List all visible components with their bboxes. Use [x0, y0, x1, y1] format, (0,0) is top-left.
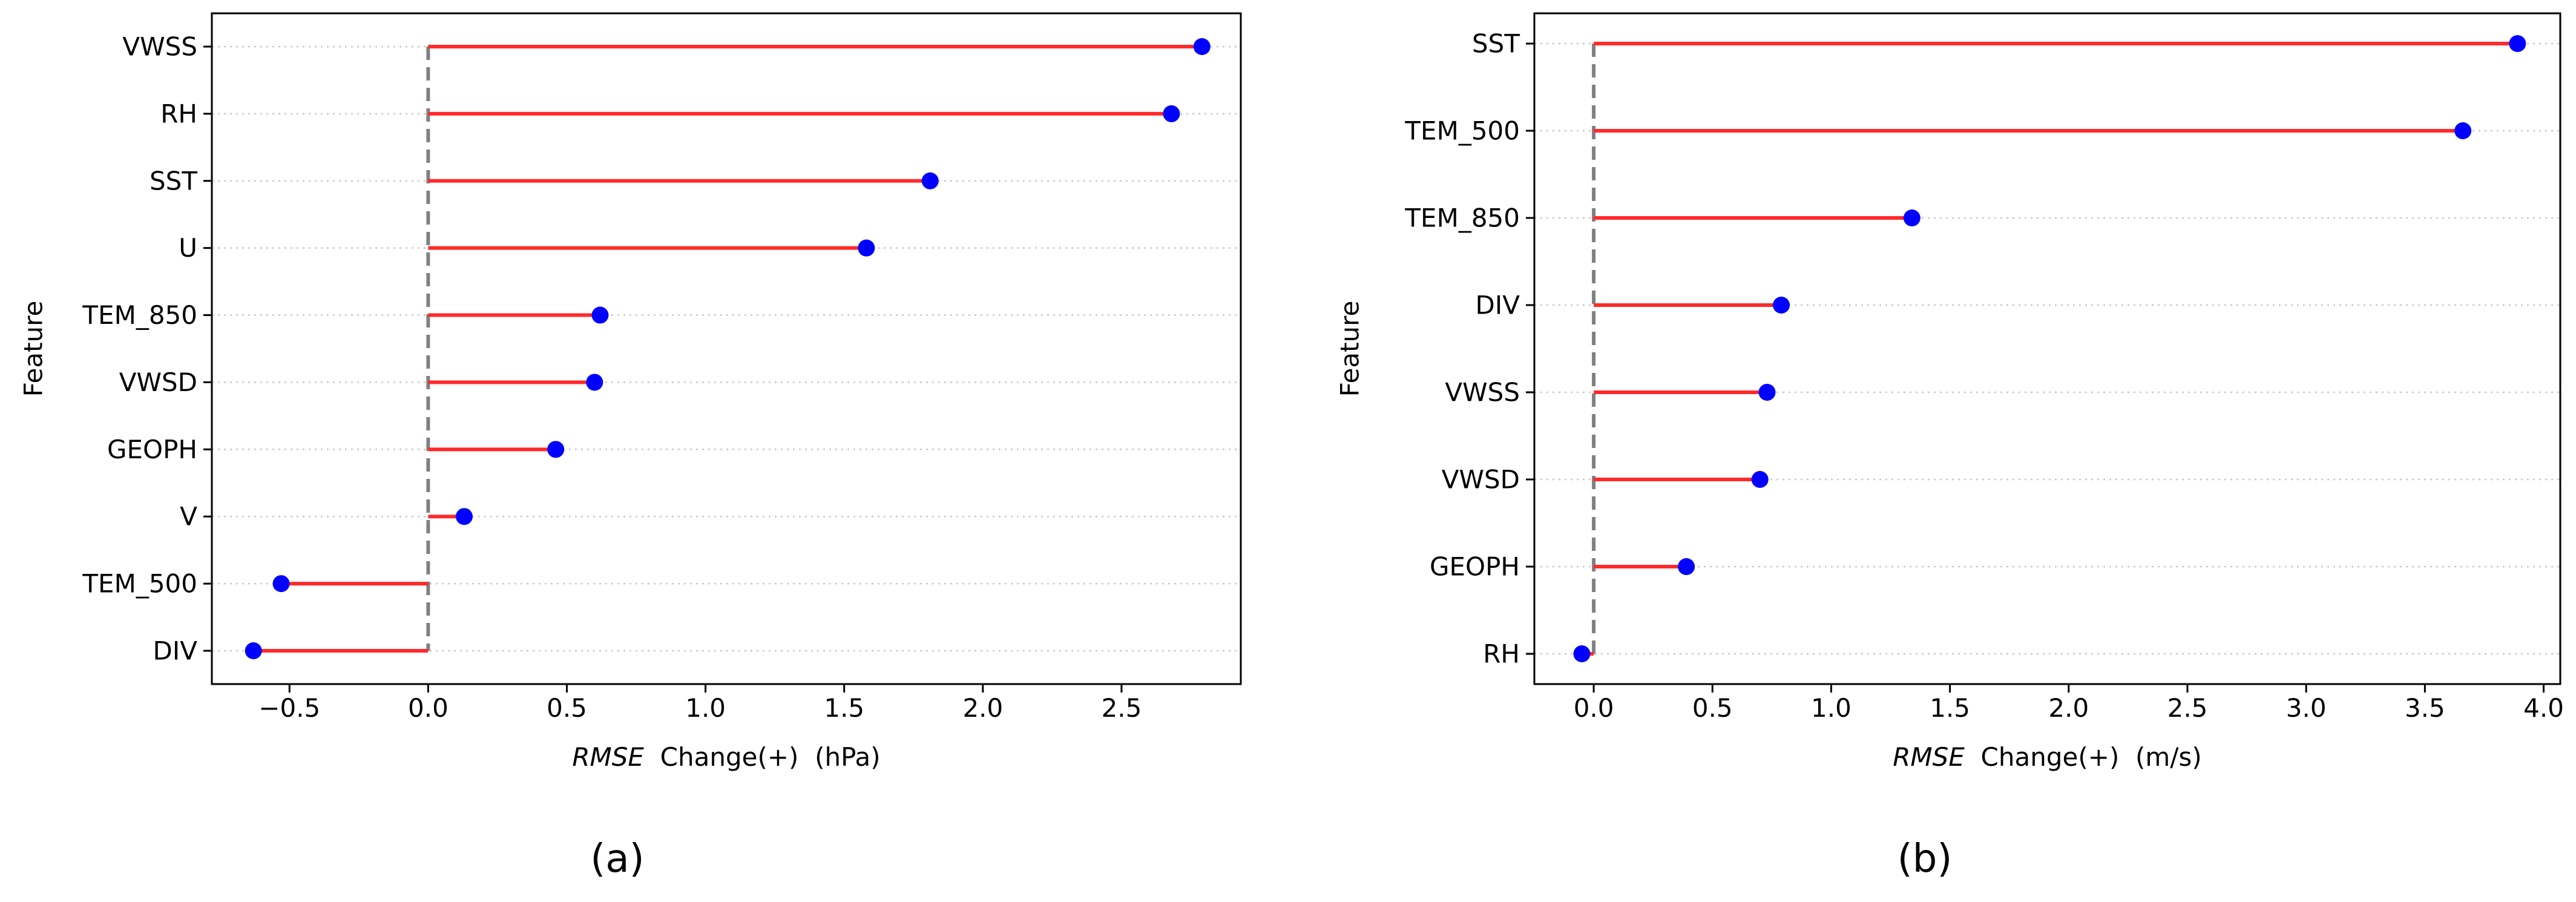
x-tick-label: −0.5: [258, 693, 320, 723]
panel-a-chart: VWSS RH SST U TEM_850 VWSD GEOPH V TEM_500 DIV −0.…: [19, 12, 1242, 881]
y-tick-label: VWSS: [1445, 378, 1520, 407]
marker-u: [858, 239, 875, 257]
marker-tem_850: [591, 306, 609, 324]
x-axis-label-rest: Change(+) (hPa): [644, 742, 881, 772]
marker-geoph: [1678, 558, 1695, 575]
y-tick-label: SST: [150, 166, 197, 196]
x-tick-label: 3.5: [2405, 693, 2445, 723]
x-tick-label: 0.5: [1692, 693, 1733, 723]
y-tick-label: RH: [160, 99, 197, 128]
y-tick-label: VWSD: [1442, 465, 1520, 495]
marker-vwss: [1758, 384, 1776, 401]
y-tick-label: TEM_500: [82, 569, 197, 599]
y-tick-label: RH: [1483, 639, 1520, 669]
marker-vwsd: [586, 374, 603, 391]
marker-geoph: [547, 441, 565, 458]
marker-v: [455, 508, 473, 525]
marker-rh: [1163, 105, 1180, 122]
x-tick-label: 2.5: [2167, 693, 2208, 723]
marker-tem_850: [1903, 209, 1920, 226]
y-tick-label: GEOPH: [107, 435, 197, 464]
x-tick-label: 0.0: [408, 693, 448, 723]
x-tick-label: 0.5: [547, 693, 587, 723]
x-tick-label: 4.0: [2523, 693, 2564, 723]
x-axis-label: RMSE Change(+) (hPa): [572, 742, 880, 772]
x-axis-label-italic: RMSE: [572, 742, 644, 772]
marker-div: [1773, 297, 1790, 314]
y-tick-label: V: [180, 502, 197, 532]
panel-label: (a): [590, 837, 644, 881]
y-tick-label: U: [179, 233, 197, 263]
y-tick-label: DIV: [1476, 291, 1520, 320]
y-tick-label: TEM_850: [1404, 203, 1520, 233]
marker-vwsd: [1751, 471, 1769, 488]
plot-frame: [211, 12, 1242, 685]
panel-label: (b): [1898, 837, 1953, 881]
x-tick-label: 1.5: [824, 693, 864, 723]
x-tick-label: 2.0: [962, 693, 1003, 723]
x-axis-label-rest: Change(+) (m/s): [1965, 742, 2202, 772]
y-tick-label: VWSS: [122, 32, 197, 62]
y-tick-label: TEM_850: [82, 300, 197, 330]
marker-tem_500: [2454, 122, 2472, 139]
marker-tem_500: [272, 575, 290, 593]
marker-rh: [1573, 645, 1591, 662]
x-tick-label: 2.0: [2048, 693, 2089, 723]
marker-vwss: [1193, 38, 1211, 55]
y-tick-label: DIV: [153, 636, 198, 666]
y-tick-label: SST: [1472, 29, 1520, 59]
x-tick-label: 1.0: [1811, 693, 1852, 723]
marker-sst: [2509, 35, 2526, 52]
plot-frame: [1533, 12, 2561, 685]
x-tick-label: 1.5: [1930, 693, 1970, 723]
y-axis-label: Feature: [1335, 301, 1365, 397]
y-tick-label: GEOPH: [1430, 552, 1520, 582]
x-tick-label: 0.0: [1574, 693, 1614, 723]
panel-b-chart: SST TEM_500 TEM_850 DIV VWSS VWSD GEOPH RH 0.0 0.…: [1335, 12, 2564, 881]
marker-sst: [921, 172, 939, 189]
marker-div: [245, 642, 262, 659]
y-tick-label: VWSD: [119, 367, 197, 397]
y-axis-label: Feature: [19, 301, 48, 397]
x-tick-label: 1.0: [685, 693, 726, 723]
x-axis-label-italic: RMSE: [1893, 742, 1965, 772]
y-tick-label: TEM_500: [1404, 116, 1520, 146]
x-tick-label: 3.0: [2286, 693, 2327, 723]
x-axis-label: RMSE Change(+) (m/s): [1893, 742, 2202, 772]
x-tick-label: 2.5: [1102, 693, 1142, 723]
